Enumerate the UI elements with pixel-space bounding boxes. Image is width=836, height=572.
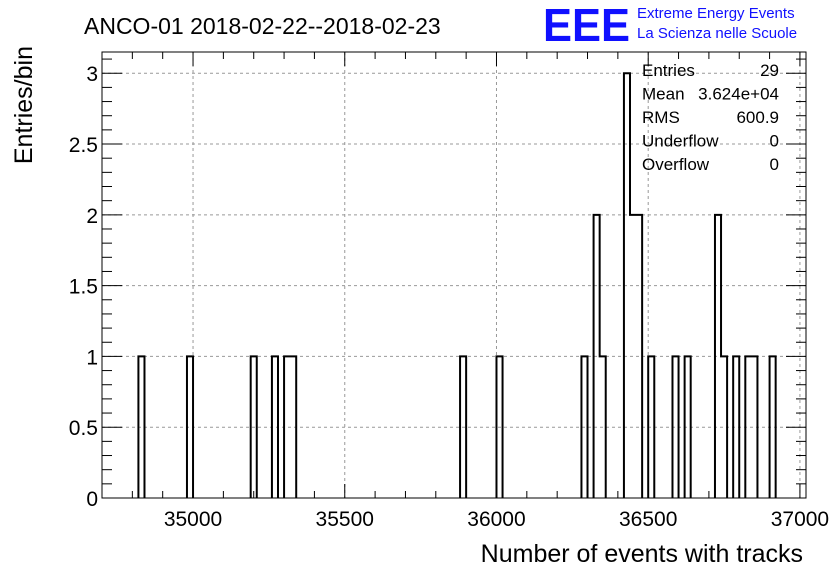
x-axis-label: Number of events with tracks bbox=[481, 540, 803, 568]
stat-value: 0 bbox=[770, 132, 779, 151]
x-tick-label: 35500 bbox=[316, 508, 374, 531]
x-tick-label: 35000 bbox=[164, 508, 222, 531]
stat-value: 600.9 bbox=[736, 108, 779, 127]
x-tick-label: 36500 bbox=[619, 508, 677, 531]
stat-label: RMS bbox=[642, 108, 680, 127]
eee-logo-mark: EEE bbox=[543, 0, 630, 51]
eee-logo-line1: Extreme Energy Events bbox=[637, 5, 795, 22]
y-tick-label: 1 bbox=[86, 346, 98, 369]
y-tick-label: 0.5 bbox=[69, 417, 98, 440]
y-tick-label: 2 bbox=[86, 205, 98, 228]
stat-label: Overflow bbox=[642, 155, 710, 174]
grid bbox=[102, 52, 806, 499]
stat-label: Underflow bbox=[642, 132, 719, 151]
eee-logo-line2: La Scienza nelle Scuole bbox=[637, 25, 797, 42]
x-tick-labels: 35000 35500 36000 36500 37000 bbox=[164, 508, 829, 531]
y-tick-label: 0 bbox=[86, 488, 98, 511]
stat-label: Entries bbox=[642, 61, 695, 80]
eee-logo: EEE Extreme Energy Events La Scienza nel… bbox=[543, 0, 797, 51]
histogram-outline bbox=[137, 72, 777, 498]
stat-value: 3.624e+04 bbox=[698, 85, 779, 104]
stats-box: Entries 29 Mean 3.624e+04 RMS 600.9 Underflow 0… bbox=[642, 61, 779, 174]
y-tick-label: 3 bbox=[86, 63, 98, 86]
stat-value: 0 bbox=[770, 155, 779, 174]
y-tick-labels: 0 0.5 1 1.5 2 2.5 3 bbox=[69, 63, 98, 511]
x-tick-label: 37000 bbox=[771, 508, 829, 531]
stat-value: 29 bbox=[760, 61, 779, 80]
histogram-bars bbox=[137, 72, 777, 498]
y-tick-label: 1.5 bbox=[69, 276, 98, 299]
axis-ticks bbox=[101, 52, 806, 499]
y-tick-label: 2.5 bbox=[69, 134, 98, 157]
stat-label: Mean bbox=[642, 85, 685, 104]
plot-frame bbox=[101, 51, 807, 499]
chart-title: ANCO-01 2018-02-22--2018-02-23 bbox=[84, 13, 441, 39]
y-axis-label: Entries/bin bbox=[10, 46, 38, 164]
x-tick-label: 36000 bbox=[467, 508, 525, 531]
